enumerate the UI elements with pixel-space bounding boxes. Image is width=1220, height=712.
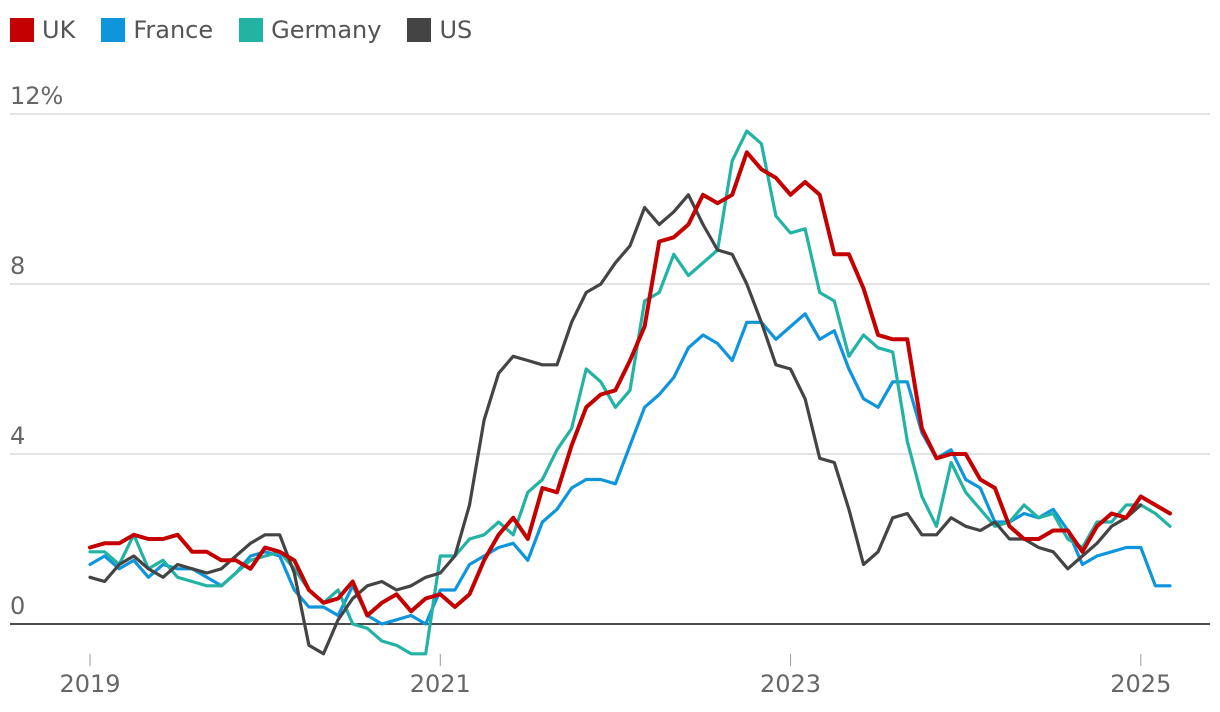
x-tick-label-2019: 2019 bbox=[59, 670, 120, 698]
x-tick-label-2021: 2021 bbox=[410, 670, 471, 698]
legend-swatch-us bbox=[407, 18, 432, 42]
legend-label-uk: UK bbox=[42, 16, 76, 44]
legend-item-us[interactable]: US bbox=[407, 12, 472, 48]
legend-label-france: France bbox=[133, 16, 214, 44]
series-line-germany bbox=[88, 129, 1172, 656]
legend-label-germany: Germany bbox=[271, 16, 382, 44]
legend-swatch-germany bbox=[239, 18, 264, 42]
legend-item-uk[interactable]: UK bbox=[10, 12, 75, 48]
y-tick-label-0: 0 bbox=[10, 592, 25, 620]
series-line-us bbox=[88, 193, 1143, 656]
series-line-uk bbox=[88, 150, 1172, 618]
chart-legend: UK France Germany US bbox=[10, 12, 498, 48]
legend-swatch-france bbox=[101, 18, 126, 42]
y-tick-label-8: 8 bbox=[10, 252, 25, 280]
legend-item-france[interactable]: France bbox=[101, 12, 213, 48]
x-tick-label-2025: 2025 bbox=[1110, 670, 1171, 698]
y-tick-label-4: 4 bbox=[10, 422, 25, 450]
legend-item-germany[interactable]: Germany bbox=[239, 12, 381, 48]
y-tick-label-12: 12% bbox=[10, 82, 63, 110]
legend-swatch-uk bbox=[10, 18, 34, 42]
legend-label-us: US bbox=[439, 16, 473, 44]
x-tick-label-2023: 2023 bbox=[760, 670, 821, 698]
